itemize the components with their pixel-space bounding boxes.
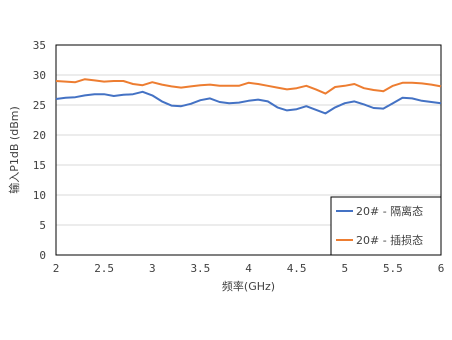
legend-label-1: 20# - 隔离态 <box>356 204 423 218</box>
x-tick-label: 2.5 <box>94 262 114 275</box>
plot-frame <box>55 44 442 256</box>
x-axis-title: 频率(GHz) <box>222 279 275 293</box>
y-axis-title: 输入P1dB (dBm) <box>7 106 21 193</box>
legend-box <box>330 196 442 256</box>
y-tick-labels: 0 5 10 15 20 25 30 35 <box>33 39 46 262</box>
x-tick-label: 4.5 <box>287 262 307 275</box>
x-tick-label: 4 <box>245 262 252 275</box>
legend: 20# - 隔离态 20# - 插损态 <box>330 196 442 256</box>
x-tick-label: 5 <box>341 262 348 275</box>
y-tick-label: 0 <box>39 249 46 262</box>
x-tick-label: 3.5 <box>190 262 210 275</box>
x-tick-label: 2 <box>53 262 60 275</box>
y-tick-label: 5 <box>39 219 46 232</box>
x-tick-label: 6 <box>438 262 445 275</box>
y-tick-label: 30 <box>33 69 46 82</box>
y-tick-label: 10 <box>33 189 46 202</box>
legend-label-2: 20# - 插损态 <box>356 233 423 247</box>
y-tick-label: 15 <box>33 159 46 172</box>
x-tick-label: 5.5 <box>383 262 403 275</box>
series-line-2 <box>55 78 442 95</box>
y-tick-label: 35 <box>33 39 46 52</box>
gridlines <box>56 74 441 226</box>
series-lines <box>55 78 442 115</box>
y-tick-label: 20 <box>33 129 46 142</box>
x-tick-labels: 2 2.5 3 3.5 4 4.5 5 5.5 6 <box>53 262 445 275</box>
y-tick-label: 25 <box>33 99 46 112</box>
x-tick-label: 3 <box>149 262 156 275</box>
series-line-1 <box>55 90 442 115</box>
